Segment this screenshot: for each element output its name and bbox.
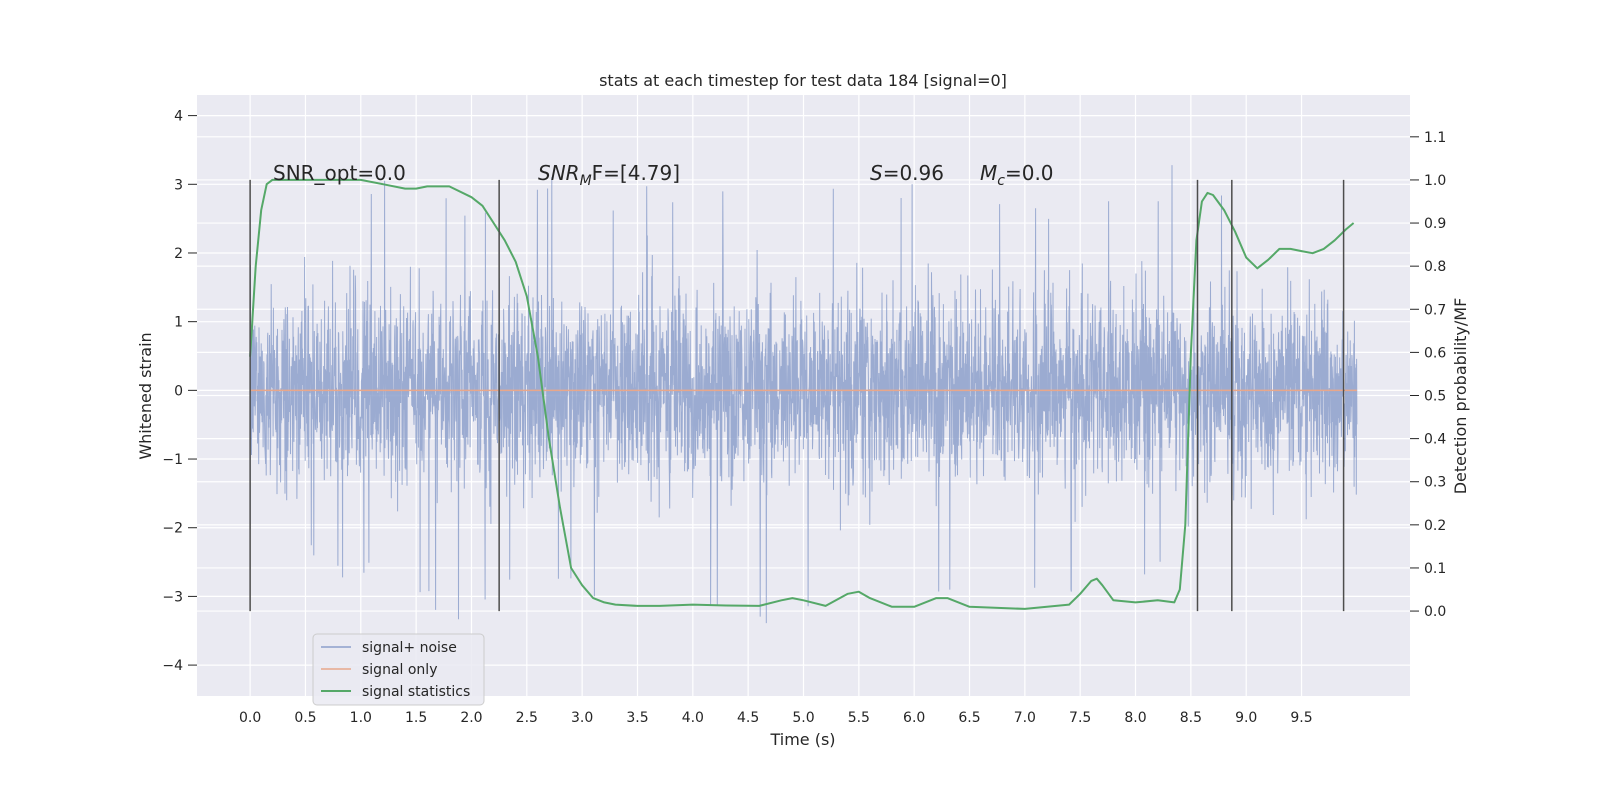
x-tick-label: 6.0: [903, 710, 925, 726]
y-right-tick-label: 0.6: [1424, 345, 1446, 361]
x-tick-label: 5.0: [792, 710, 814, 726]
y-axis-label: Whitened strain: [136, 332, 155, 459]
y-tick-label: −1: [162, 452, 183, 468]
x-tick-label: 7.5: [1069, 710, 1091, 726]
x-tick-label: 4.0: [682, 710, 704, 726]
x-tick-label: 7.0: [1014, 710, 1036, 726]
y-tick-label: 0: [174, 383, 183, 399]
legend-label-signal-statistics: signal statistics: [362, 684, 470, 700]
x-tick-label: 3.0: [571, 710, 593, 726]
y-right-tick-label: 0.0: [1424, 604, 1446, 620]
y-right-tick-label: 0.9: [1424, 216, 1446, 232]
annotation-snr-mf-sub: M: [580, 173, 592, 189]
x-tick-label: 0.0: [239, 710, 261, 726]
legend-label-signal-noise: signal+ noise: [362, 640, 457, 656]
y-right-tick-label: 0.5: [1424, 389, 1446, 405]
y-right-tick-label: 1.0: [1424, 173, 1446, 189]
y-right-tick-label: 0.1: [1424, 561, 1446, 577]
annotation-mc-main: M: [980, 161, 997, 185]
y-tick-label: −3: [162, 589, 183, 605]
marker-lines: [249, 179, 1345, 612]
annotation-snr-opt: SNR_opt=0.0: [273, 161, 406, 185]
signal-statistics-line: [249, 178, 1355, 610]
x-tick-label: 8.0: [1124, 710, 1146, 726]
legend-label-signal-only: signal only: [362, 662, 437, 678]
x-tick-label: 4.5: [737, 710, 759, 726]
x-tick-label: 2.0: [460, 710, 482, 726]
y-right-tick-label: 0.7: [1424, 302, 1446, 318]
legend: signal+ noise signal only signal statist…: [312, 633, 485, 706]
y-right-axis-label: Detection probability/MF: [1451, 298, 1470, 495]
x-tick-label: 1.0: [350, 710, 372, 726]
y-tick-label: 3: [174, 177, 183, 193]
annotation-s: S=0.96: [870, 161, 944, 185]
annotation-snr-mf-tail: F=[4.79]: [592, 161, 680, 185]
y-right-tick-label: 0.2: [1424, 518, 1446, 534]
x-tick-label: 6.5: [958, 710, 980, 726]
x-tick-label: 5.5: [848, 710, 870, 726]
x-tick-label: 0.5: [294, 710, 316, 726]
x-tick-label: 2.5: [516, 710, 538, 726]
signal-noise-line: [249, 165, 1358, 624]
x-axis-ticks: 0.0 0.5 1.0 1.5 2.0 2.5 3.0 3.5 4.0 4.5 5.0 5.5 6.0 6…: [239, 710, 1313, 726]
y-right-tick-label: 0.4: [1424, 432, 1446, 448]
annotation-s-main: S: [870, 161, 883, 185]
y-right-axis-ticks: 1.1 1.0 0.9 0.8 0.7 0.6 0.5 0.4 0.3 0.2 0.1 0.0: [1410, 130, 1446, 620]
signal-statistics-series: [249, 178, 1355, 610]
y-right-tick-label: 0.3: [1424, 475, 1446, 491]
y-tick-label: 4: [174, 109, 183, 125]
y-right-tick-label: 0.8: [1424, 259, 1446, 275]
annotation-snr-mf: SNRMF=[4.79]: [538, 161, 680, 189]
annotation-s-tail: =0.96: [883, 161, 944, 185]
y-axis-ticks: 4 3 2 1 0 −1 −2 −3 −4: [162, 109, 197, 674]
y-tick-label: −2: [162, 521, 183, 537]
chart-title: stats at each timestep for test data 184…: [599, 71, 1007, 90]
y-tick-label: −4: [162, 658, 183, 674]
x-tick-label: 9.5: [1290, 710, 1312, 726]
y-tick-label: 2: [174, 246, 183, 262]
x-tick-label: 8.5: [1180, 710, 1202, 726]
annotation-mc-tail: =0.0: [1005, 161, 1054, 185]
annotation-mc-sub: c: [997, 173, 1005, 189]
signal-noise-series: [249, 165, 1358, 624]
y-tick-label: 1: [174, 315, 183, 331]
annotation-mc: Mc=0.0: [980, 161, 1054, 189]
x-tick-label: 9.0: [1235, 710, 1257, 726]
x-tick-label: 3.5: [626, 710, 648, 726]
x-axis-label: Time (s): [769, 730, 835, 749]
x-tick-label: 1.5: [405, 710, 427, 726]
annotation-snr-mf-main: SNR: [538, 161, 580, 185]
legend-box: [312, 633, 485, 706]
y-right-tick-label: 1.1: [1424, 130, 1446, 146]
